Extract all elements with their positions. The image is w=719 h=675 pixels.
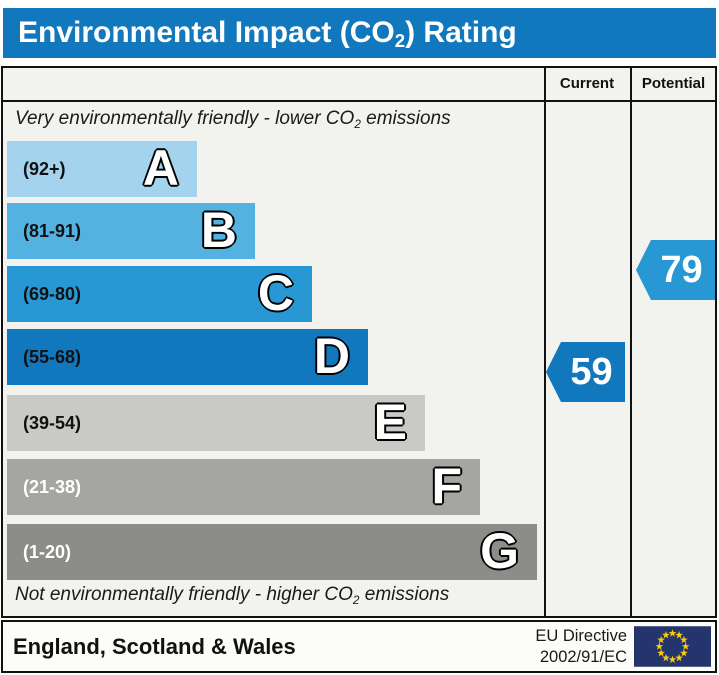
current-column-divider (544, 68, 546, 616)
band-g-range: (1-20) (23, 542, 72, 562)
current-rating-arrow: 59 (546, 342, 625, 402)
band-d: (55-68) D (7, 328, 368, 385)
top-caption-subscript: 2 (354, 118, 361, 131)
bottom-caption-text: Not environmentally friendly - higher CO (15, 584, 353, 605)
band-f: (21-38) F (7, 458, 480, 515)
band-f-range: (21-38) (23, 477, 82, 497)
band-c-letter: C (257, 265, 295, 321)
top-caption: Very environmentally friendly - lower CO… (15, 108, 451, 131)
bottom-caption: Not environmentally friendly - higher CO… (15, 584, 449, 607)
band-b: (81-91) B (7, 202, 255, 259)
potential-column-header: Potential (641, 75, 706, 92)
band-e-range: (39-54) (23, 413, 82, 433)
band-a: (92+) A (7, 140, 197, 197)
rating-table: Current Potential Very environmentally f… (1, 66, 717, 618)
title-subscript: 2 (394, 30, 406, 51)
top-caption-text: Very environmentally friendly - lower CO (15, 108, 355, 129)
table-header-row (3, 68, 715, 102)
footer: England, Scotland & Wales EU Directive 2… (1, 620, 717, 673)
bottom-caption-subscript: 2 (352, 594, 360, 607)
band-b-range: (81-91) (23, 221, 82, 241)
chart-title: Environmental Impact (CO2) Rating (3, 8, 716, 58)
title-text: Environmental Impact (CO (18, 16, 395, 49)
band-a-letter: A (142, 140, 180, 196)
potential-column-divider (630, 68, 632, 616)
band-c: (69-80) C (7, 265, 312, 322)
potential-rating-value: 79 (660, 249, 703, 291)
band-f-letter: F (430, 458, 463, 514)
current-rating-value: 59 (570, 351, 613, 393)
top-caption-suffix: emissions (360, 108, 451, 129)
eu-directive-line1: EU Directive (535, 627, 627, 645)
band-b-letter: B (200, 202, 238, 258)
potential-rating-arrow: 79 (636, 240, 715, 300)
band-d-range: (55-68) (23, 347, 82, 367)
eu-flag-icon (634, 626, 711, 667)
band-e: (39-54) E (7, 394, 425, 451)
title-suffix: ) Rating (405, 16, 517, 49)
bottom-caption-suffix: emissions (359, 584, 450, 605)
band-g: (1-20) G (7, 523, 537, 580)
eu-directive-line2: 2002/91/EC (539, 648, 627, 667)
eu-directive-label: EU Directive 2002/91/EC (535, 626, 627, 669)
region-label: England, Scotland & Wales (13, 634, 296, 659)
band-c-range: (69-80) (23, 284, 82, 304)
band-g-letter: G (479, 523, 520, 579)
band-a-range: (92+) (23, 159, 66, 179)
band-e-letter: E (373, 394, 408, 450)
band-d-letter: D (313, 328, 351, 384)
current-column-header: Current (559, 75, 615, 92)
